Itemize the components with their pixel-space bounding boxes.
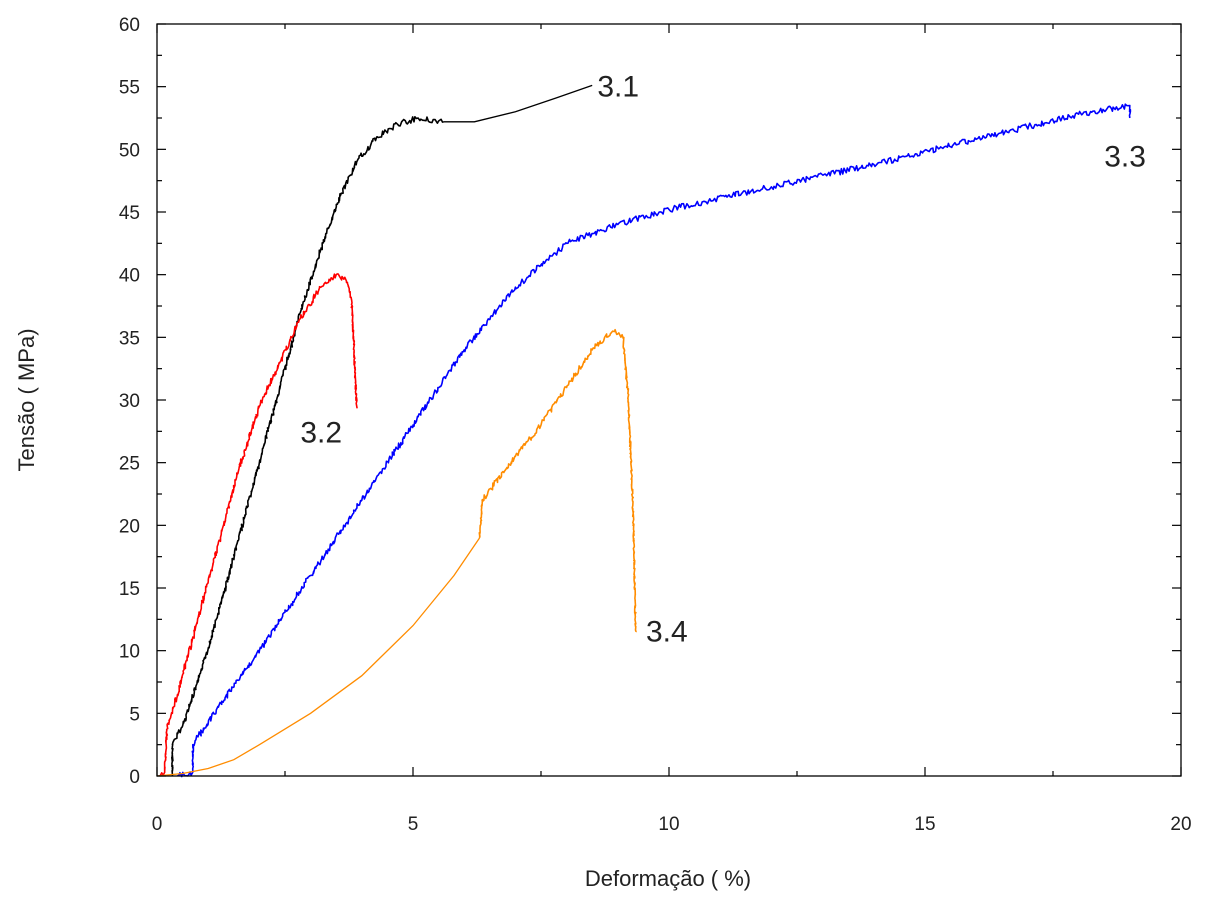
series-line-3.2 [159,273,358,777]
plot-frame [156,23,1182,777]
series-3.3 [177,103,1132,778]
plot-area: 3.1 3.2 3.3 3.4 [156,70,1146,778]
y-tick-label: 35 [119,328,140,349]
series-annotation: 3.4 [646,616,688,649]
y-tick-label: 5 [129,704,140,725]
y-tick-label: 55 [119,78,140,99]
y-tick-label: 30 [119,391,140,412]
series-line-3.3 [177,103,1132,778]
series-3.1 [171,84,593,776]
series-line-3.1-tail [443,84,593,123]
axes: 0 5 10 15 20 0 5 10 15 20 25 30 35 40 45 50 55 60 [119,15,1192,835]
series-line-3.4-lead [156,537,481,777]
series-annotation: 3.3 [1104,141,1146,174]
y-tick-label: 15 [119,579,140,600]
y-tick-label: 50 [119,140,140,161]
y-tick-label: 45 [119,203,140,224]
series-3.4 [156,328,637,777]
x-tick-label: 5 [408,814,419,835]
x-tick-label: 10 [658,814,679,835]
y-tick-label: 60 [119,15,140,36]
x-tick-label: 20 [1170,814,1191,835]
series-annotation: 3.1 [597,70,639,103]
series-annotation: 3.2 [300,416,342,449]
series-line-3.4 [478,328,637,633]
series-3.2 [159,273,358,777]
y-tick-label: 25 [119,454,140,475]
y-tick-label: 40 [119,266,140,287]
series-line-3.1 [171,116,444,776]
y-tick-label: 10 [119,642,140,663]
y-tick-label: 20 [119,516,140,537]
y-axis-title: Tensão ( MPa) [14,328,39,471]
x-axis-title: Deformação ( %) [585,866,751,891]
x-tick-label: 0 [152,814,163,835]
y-tick-label: 0 [129,767,140,788]
x-tick-label: 15 [914,814,935,835]
